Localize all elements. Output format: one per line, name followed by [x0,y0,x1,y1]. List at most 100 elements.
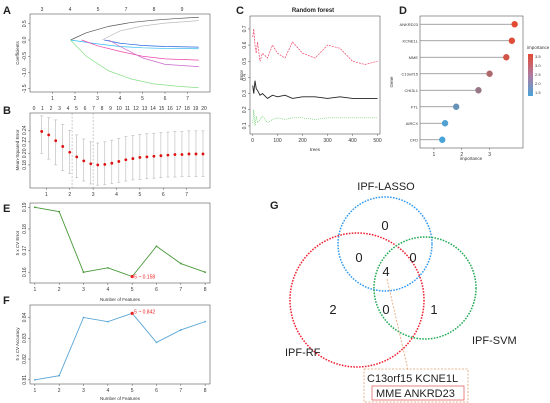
lollipop-head [441,120,449,127]
legend-tick-label: 2.0 [535,81,541,86]
panel-b-x-ticks: 1 2 3 4 5 6 7 [45,188,188,198]
panel-c-lines [252,28,378,126]
panel-d-x-ticks: 1 2 3 [433,148,491,158]
top-tick-label: 11 [125,106,130,112]
x-tick-label: 4 [106,287,109,293]
panel-a-x-ticks: 1 2 3 4 5 6 7 [51,92,189,102]
top-tick-label: 12 [133,106,139,112]
panel-c-title: Random forest [292,8,334,14]
panel-b: B Mean-Squared Error 0 1 2 3 4 5 6 7 8 9 10 11 12 13 1… [3,105,211,198]
mse-point [96,163,100,167]
lollipop-head [439,136,446,143]
venn-count-lasso-rf: 0 [355,250,362,265]
error-curve-2 [252,28,378,65]
panel-a-frame [29,13,211,93]
panel-b-ylabel: Mean-Squared Error [15,129,20,171]
x-tick-label: 100 [273,138,282,144]
panel-d-legend-colorbar [528,54,533,96]
venn-count-rf-only: 2 [329,302,336,317]
y-tick-label: 0.0 [22,36,28,43]
panel-a-lines [70,16,199,89]
panel-c-xlabel: trees [310,147,321,152]
venn-count-center: 4 [382,264,389,279]
panel-f-line: 5 ~ 0.842 [33,309,207,381]
panel-a-label: A [3,5,11,17]
y-tick-label: 0.20 [22,148,28,158]
x-tick-label: 7 [185,192,188,198]
y-tick-label: -0.5 [22,52,28,61]
x-tick-label: 2 [74,96,77,102]
mse-point [131,157,135,160]
y-tick-label: 0.83 [22,333,28,343]
cv-point [155,341,158,344]
x-tick-label: 8 [204,388,207,394]
cv-point [82,271,85,274]
cv-point [33,206,36,209]
mse-point [124,158,128,162]
top-tick-label: 1 [41,106,44,112]
top-tick-label: 20 [201,106,207,112]
panel-e-y-ticks: 0.16 0.17 0.18 0.19 [22,202,30,277]
panel-d-gene-labels: ANKRD23 KCNE1L MME C13orf15 CHI3L1 FTL AIRCX CF… [400,22,419,143]
x-tick-label: 1 [45,192,48,198]
cv-point [58,210,61,213]
lollipop-head [508,37,516,44]
y-tick-label: 0.16 [22,267,28,277]
panel-f-frame [29,304,211,385]
x-tick-label: 1 [433,152,436,158]
top-tick-label: 16 [167,106,173,112]
top-tick-label: 3 [58,106,61,112]
venn-count-svm-only: 1 [430,302,437,317]
panel-c-x-ticks: 0 100 200 300 400 500 [251,134,382,144]
x-tick-label: 4 [115,192,118,198]
mse-point [47,133,51,137]
coefficient-path-1 [70,16,199,41]
mse-point [54,139,58,143]
y-tick-label: 0.1 [242,122,248,129]
panel-d-legend: importance 3.5 3.0 2.5 2.0 1.5 [527,45,550,96]
y-tick-label: 0.24 [22,125,28,135]
panel-d: D Gene importance ANKRD23 KCNE1L MME C13orf… [389,5,550,161]
x-tick-label: 3 [82,388,85,394]
x-tick-label: 1 [33,287,36,293]
panel-d-legend-title: importance [527,45,550,50]
coefficient-path-7 [70,39,199,89]
x-tick-label: 5 [131,287,134,293]
cv-line [34,206,206,278]
mse-point [89,162,93,166]
top-tick-label: 8 [101,106,104,112]
cv-point [82,316,85,319]
gene-label: C13orf15 [402,71,419,76]
coefficient-path-4 [104,39,199,48]
x-tick-label: 8 [204,287,207,293]
panel-b-label: B [3,105,11,117]
y-tick-label: 0.19 [22,202,28,212]
x-tick-label: 200 [298,138,307,144]
x-tick-label: 4 [106,388,109,394]
top-tick-label: 14 [150,106,156,112]
legend-tick-label: 3.0 [535,63,541,68]
panel-e-line: 5 ~ 0.158 [33,206,207,281]
venn-set-label-rf: IPF-RF [285,347,321,359]
x-tick-label: 3 [92,192,95,198]
venn-gene-line-1: C13orf15 KCNE1L [367,373,458,385]
x-tick-label: 3 [96,96,99,102]
cv-point [33,378,36,381]
gene-label: ANKRD23 [400,22,419,27]
panel-d-label: D [399,5,407,17]
x-tick-label: 7 [186,96,189,102]
y-tick-label: 0.3 [242,90,248,97]
panel-e-x-ticks: 1 2 3 4 5 6 7 8 [33,283,207,293]
x-tick-label: 7 [179,388,182,394]
x-tick-label: 2 [68,192,71,198]
best-point [130,311,134,315]
gene-label: CFD [410,137,418,142]
panel-f: F 5 x CV Accuracy Number of Features 1 2 3… [3,295,211,401]
gene-label: FTL [411,104,419,109]
panel-g: G IPF-LASSO IPF-RF IPF-SVM 0 0 0 4 2 0 1… [270,181,517,403]
y-tick-label: 0.82 [22,354,28,364]
x-tick-label: 2 [58,287,61,293]
legend-tick-label: 1.5 [535,90,541,95]
coefficient-path-5 [81,39,199,61]
venn-count-rf-svm: 0 [382,302,389,317]
